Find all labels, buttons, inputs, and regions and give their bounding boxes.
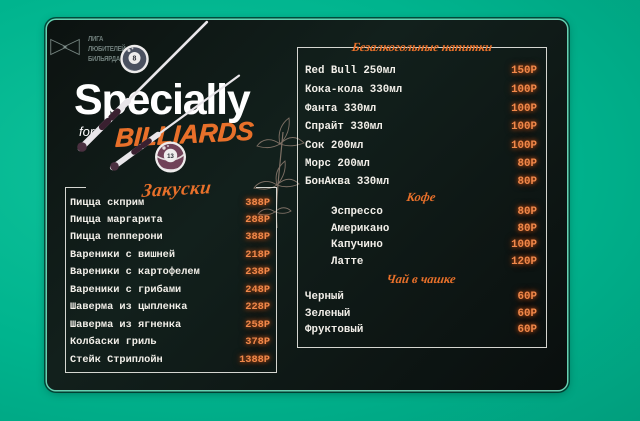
svg-text:13: 13	[167, 154, 174, 160]
svg-text:8: 8	[133, 56, 137, 63]
